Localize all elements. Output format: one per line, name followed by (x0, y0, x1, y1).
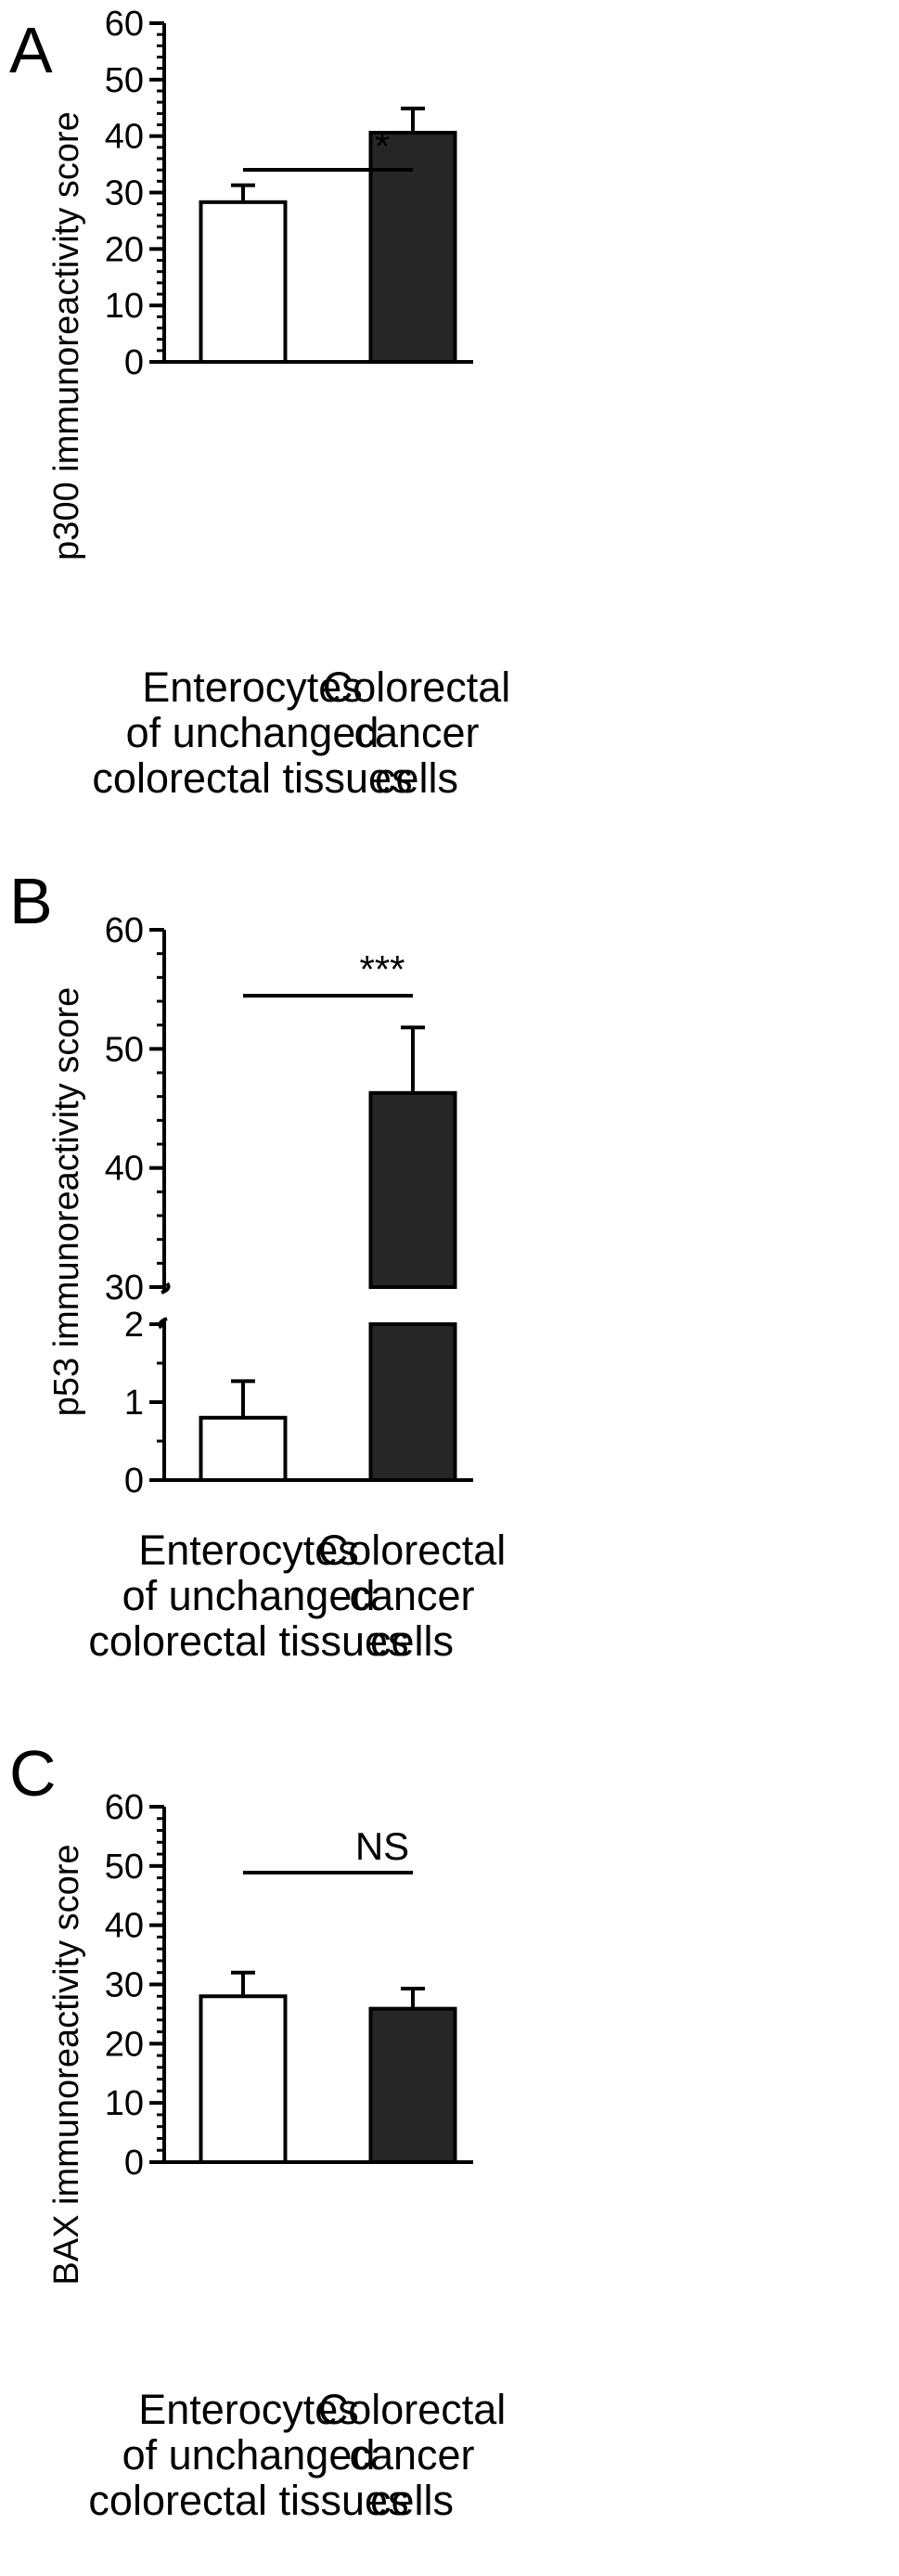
panel-a-tick-label: 20 (105, 230, 144, 269)
panel-a: A p300 immunoreactivity score 0 10 20 30 40 5… (9, 5, 510, 802)
panel-b-bar-lower (368, 1322, 457, 1482)
category-label-line: Colorectal (323, 663, 511, 711)
panel-c-category-1: Enterocytes of unchanged colorectal tiss… (88, 2386, 408, 2524)
panel-b-tick-label: 60 (105, 911, 144, 950)
panel-c-y-axis-label: BAX immunoreactivity score (47, 1844, 86, 2285)
panel-c-tick-label: 60 (105, 1788, 144, 1827)
panel-a-bars (199, 106, 457, 364)
panel-b-bars (199, 1025, 457, 1483)
panel-c-tick-label: 10 (105, 2084, 144, 2123)
panel-b-tick-label: 30 (105, 1269, 144, 1307)
category-label-line: colorectal tissues (88, 1617, 408, 1665)
category-label-line: Enterocytes (138, 1526, 359, 1574)
panel-c-bar (199, 1994, 288, 2164)
panel-b-axis: 0 1 230 40 50 60 (105, 911, 473, 1501)
panel-b-significance: *** (243, 947, 413, 998)
panel-c-tick-label: 50 (105, 1848, 144, 1887)
panel-a-tick-label: 40 (105, 118, 144, 157)
category-label-line: Enterocytes (138, 2386, 359, 2433)
panel-a-category-2: Colorectal cancer cells (323, 663, 511, 802)
panel-c-bars (199, 1970, 457, 2164)
panel-b-bar (199, 1415, 288, 1483)
panel-a-tick-label: 0 (124, 343, 144, 382)
panel-b-letter: B (9, 865, 53, 937)
category-label-line: of unchanged (122, 2431, 376, 2479)
category-label-line: cancer (349, 2431, 474, 2479)
panel-c-significance: NS (243, 1824, 413, 1874)
panel-c-letter: C (9, 1737, 57, 1810)
category-label-line: Colorectal (318, 1526, 507, 1574)
panel-b-tick-label: 0 (124, 1462, 144, 1501)
panel-b-bar-upper (368, 1090, 457, 1289)
panel-a-y-axis-label: p300 immunoreactivity score (47, 111, 86, 560)
panel-b-tick-label: 1 (124, 1384, 144, 1423)
panel-a-letter: A (9, 14, 53, 86)
panel-c-tick-label: 20 (105, 2025, 144, 2064)
panel-c-tick-label: 40 (105, 1907, 144, 1946)
panel-c: C BAX immunoreactivity score 0 10 20 30 40 50… (9, 1737, 506, 2524)
panel-c-tick-label: 0 (124, 2144, 144, 2183)
panel-c-category-2: Colorectal cancer cells (318, 2386, 507, 2524)
panel-b-category-1: Enterocytes of unchanged colorectal tiss… (88, 1526, 408, 1665)
panel-b-y-axis-label: p53 immunoreactivity score (47, 987, 86, 1417)
category-label-line: Colorectal (318, 2386, 507, 2433)
panel-a-significance: * (243, 124, 413, 172)
panel-a-significance-label: * (375, 124, 390, 168)
category-label-line: colorectal tissues (88, 2477, 408, 2524)
panel-b-tick-label: 40 (105, 1150, 144, 1189)
category-label-line: cancer (349, 1572, 474, 1619)
panel-a-category-1: Enterocytes of unchanged colorectal tiss… (92, 663, 412, 802)
panel-a-bar (199, 200, 288, 364)
category-label-line: colorectal tissues (92, 754, 412, 802)
panel-b-significance-label: *** (359, 947, 405, 991)
panel-b-axis-break-lower (158, 1317, 168, 1330)
category-label-line: cells (370, 1617, 454, 1665)
category-label-line: cells (370, 2477, 454, 2524)
panel-c-significance-label: NS (355, 1824, 409, 1868)
panel-b: B p53 immunoreactivity score 0 1 230 40 50 60… (9, 865, 506, 1665)
category-label-line: cells (375, 754, 458, 802)
panel-a-tick-label: 10 (105, 287, 144, 326)
category-label-line: of unchanged (122, 1572, 376, 1619)
panel-b-category-2: Colorectal cancer cells (318, 1526, 507, 1665)
panel-a-tick-label: 50 (105, 61, 144, 100)
category-label-line: Enterocytes (142, 663, 363, 711)
category-label-line: cancer (353, 709, 479, 756)
category-label-line: of unchanged (126, 709, 379, 756)
panel-a-tick-label: 60 (105, 5, 144, 44)
panel-b-tick-label: 2 (124, 1306, 144, 1345)
panel-c-axis: 0 10 20 30 40 50 60 (105, 1788, 473, 2183)
panel-b-tick-label: 50 (105, 1030, 144, 1069)
panel-a-tick-label: 30 (105, 174, 144, 213)
panel-c-tick-label: 30 (105, 1966, 144, 2005)
panel-b-axis-break-upper (161, 1282, 171, 1294)
panel-c-bar (368, 2006, 457, 2164)
